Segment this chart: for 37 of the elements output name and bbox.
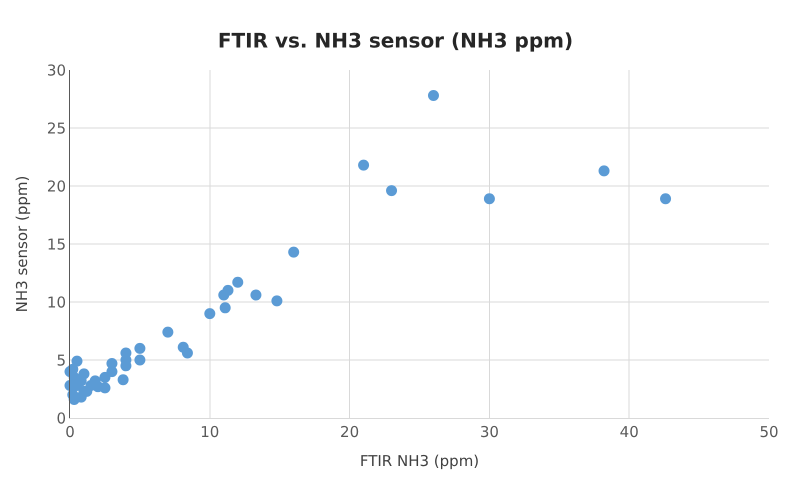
point <box>106 366 118 378</box>
x-tick-label: 20 <box>340 423 360 441</box>
point <box>232 276 244 288</box>
y-tick-label: 0 <box>56 409 66 428</box>
point <box>598 165 610 176</box>
point <box>134 354 146 366</box>
point <box>428 90 439 102</box>
point <box>71 356 82 367</box>
point <box>162 326 174 338</box>
y-axis-title: NH3 sensor (ppm) <box>13 176 32 312</box>
x-axis-title: FTIR NH3 (ppm) <box>360 452 480 470</box>
point <box>386 185 398 196</box>
y-tick-label: 15 <box>46 235 66 254</box>
y-tick-label: 5 <box>56 351 66 370</box>
x-tick-label: 10 <box>200 423 220 441</box>
point <box>99 382 110 394</box>
point <box>660 193 672 204</box>
point <box>218 290 230 301</box>
y-tick-label: 25 <box>46 119 66 138</box>
point <box>118 374 129 386</box>
point <box>358 160 370 171</box>
point <box>182 348 193 359</box>
point <box>220 302 231 314</box>
y-tick-label: 10 <box>46 293 66 312</box>
y-tick-label: 20 <box>46 177 66 196</box>
point <box>271 295 282 306</box>
x-tick-label: 50 <box>759 423 779 441</box>
chart-title: FTIR vs. NH3 sensor (NH3 ppm) <box>218 28 574 53</box>
x-tick-label: 40 <box>620 423 639 441</box>
point <box>134 342 146 354</box>
point <box>204 308 216 320</box>
x-tick-label: 30 <box>480 423 499 441</box>
point <box>484 193 495 204</box>
point <box>250 290 262 301</box>
point <box>288 246 300 258</box>
point <box>99 372 110 383</box>
y-tick-label: 30 <box>46 61 66 80</box>
